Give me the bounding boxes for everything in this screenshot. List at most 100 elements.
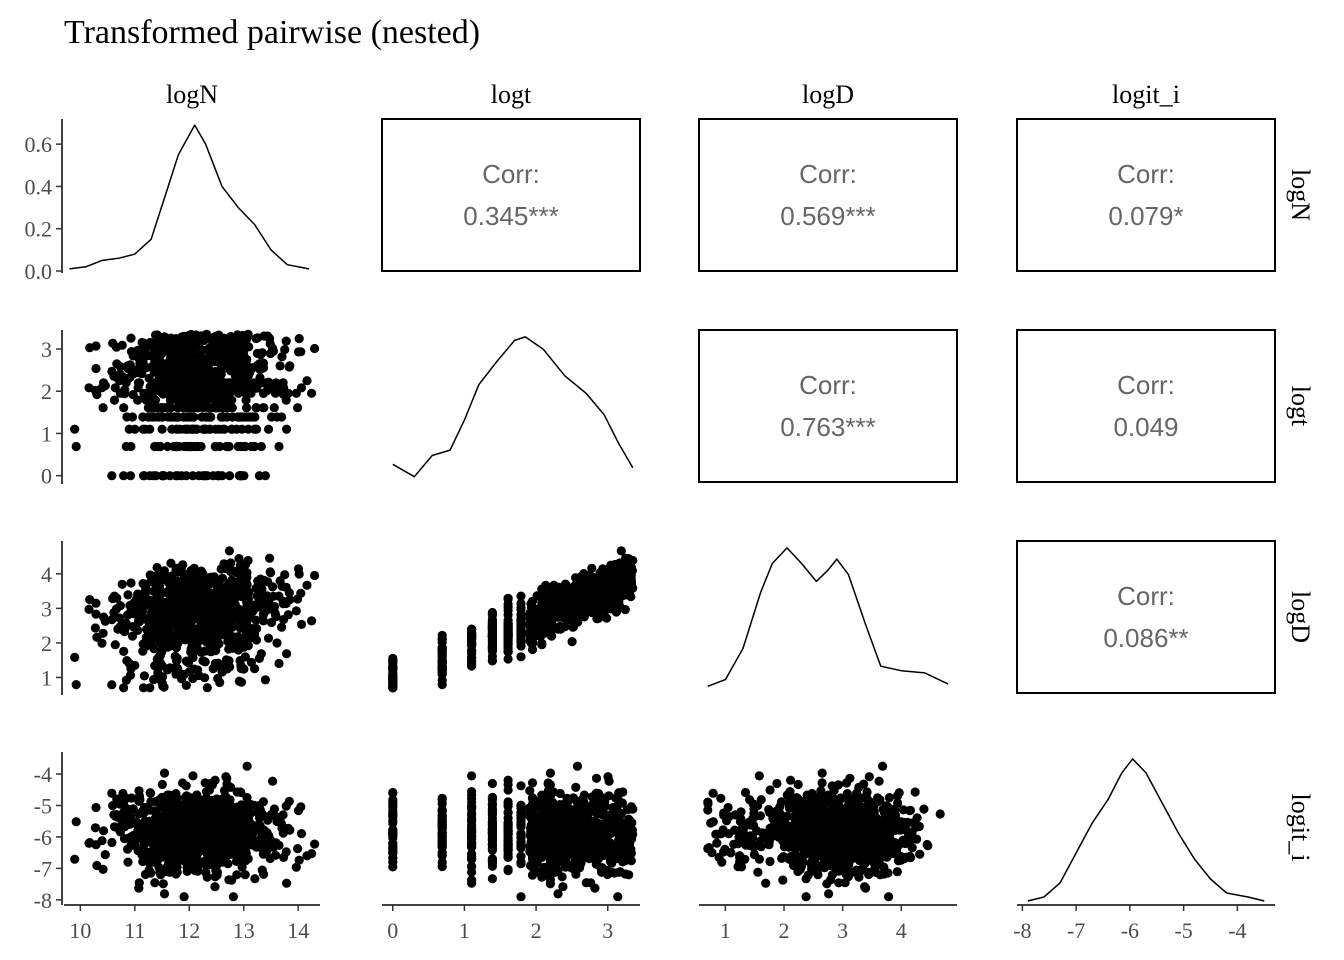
- scatter-point: [527, 799, 538, 809]
- scatter-point: [576, 859, 586, 869]
- scatter-point: [171, 656, 182, 666]
- scatter-point: [133, 383, 143, 393]
- scatter-point: [194, 341, 204, 351]
- scatter-point: [250, 441, 260, 452]
- scatter-point: [274, 658, 284, 669]
- scatter-point: [165, 596, 175, 606]
- scatter-point: [935, 809, 945, 819]
- scatter-point: [185, 813, 195, 823]
- scatter-point: [611, 793, 621, 803]
- scatter-point: [107, 788, 117, 798]
- scatter-point: [242, 793, 252, 803]
- corr-label: Corr:: [799, 370, 857, 400]
- scatter-point: [154, 796, 164, 807]
- scatter-point: [537, 591, 547, 601]
- scatter-point: [171, 823, 181, 833]
- scatter-point: [138, 579, 148, 589]
- scatter-point: [545, 807, 556, 817]
- scatter-point: [180, 600, 190, 610]
- scatter-point: [158, 681, 168, 691]
- scatter-point: [215, 441, 225, 452]
- scatter-point: [107, 471, 117, 481]
- scatter-point: [293, 844, 303, 854]
- scatter-point: [216, 412, 226, 422]
- scatter-point: [253, 333, 263, 343]
- scatter-point: [516, 828, 526, 839]
- corr-value: 0.079*: [1108, 201, 1183, 231]
- scatter-point: [503, 647, 513, 657]
- column-strip-logD: logD: [802, 80, 854, 109]
- scatter-point: [115, 601, 125, 611]
- scatter-point: [146, 390, 156, 400]
- scatter-point: [571, 814, 581, 824]
- scatter-point: [557, 849, 568, 859]
- scatter-point: [140, 424, 150, 434]
- scatter-point: [185, 621, 195, 632]
- scatter-point: [251, 403, 261, 413]
- scatter-point: [245, 600, 255, 610]
- scatter-point: [155, 441, 165, 452]
- scatter-point: [100, 850, 110, 860]
- scatter-point: [166, 395, 176, 405]
- scatter-point: [71, 441, 81, 452]
- scatter-point: [109, 395, 120, 405]
- scatter-point: [307, 388, 317, 398]
- scatter-point: [556, 818, 566, 828]
- scatter-point: [138, 856, 148, 867]
- scatter-point: [503, 813, 513, 823]
- scatter-point: [624, 870, 634, 880]
- panel-logD-logit_i: Corr:0.086**: [1016, 540, 1276, 694]
- scatter-point: [107, 615, 117, 625]
- scatter-point: [119, 471, 129, 481]
- scatter-point: [140, 869, 150, 880]
- scatter-point: [128, 831, 138, 841]
- scatter-point: [202, 359, 212, 369]
- scatter-point: [487, 792, 497, 803]
- scatter-point: [206, 627, 216, 637]
- scatter-point: [277, 622, 287, 632]
- scatter-point: [388, 788, 398, 798]
- scatter-point: [250, 874, 260, 884]
- scatter-point: [218, 586, 228, 596]
- scatter-point: [222, 833, 232, 843]
- scatter-point: [553, 612, 563, 622]
- scatter-point: [186, 647, 196, 657]
- scatter-point: [165, 348, 175, 358]
- scatter-point: [178, 383, 188, 393]
- scatter-point: [296, 619, 307, 630]
- scatter-point: [567, 637, 577, 647]
- scatter-point: [234, 569, 244, 579]
- scatter-point: [250, 629, 260, 639]
- scatter-point: [192, 624, 202, 634]
- scatter-point: [282, 649, 292, 659]
- scatter-point: [208, 471, 218, 481]
- scatter-point: [527, 833, 538, 843]
- scatter-point: [191, 589, 201, 599]
- scatter-point: [184, 667, 194, 677]
- scatter-point: [163, 665, 173, 675]
- scatter-point: [150, 340, 161, 350]
- scatter-point: [245, 367, 255, 377]
- scatter-point: [160, 833, 170, 843]
- scatter-point: [193, 866, 203, 876]
- scatter-point: [173, 403, 183, 413]
- scatter-point: [171, 412, 181, 422]
- scatter-point: [202, 683, 212, 693]
- scatter-point: [84, 383, 94, 393]
- scatter-point: [919, 804, 929, 814]
- scatter-point: [293, 403, 303, 413]
- scatter-point: [487, 827, 497, 837]
- scatter-point: [503, 602, 513, 612]
- scatter-point: [158, 471, 168, 481]
- scatter-point: [163, 441, 173, 452]
- scatter-point: [92, 860, 102, 871]
- scatter-point: [545, 819, 556, 829]
- scatter-point: [212, 368, 222, 378]
- scatter-point: [123, 590, 133, 600]
- scatter-point: [545, 629, 556, 639]
- scatter-point: [281, 336, 291, 346]
- scatter-point: [166, 360, 176, 370]
- scatter-point: [263, 633, 274, 643]
- scatter-point: [437, 793, 447, 803]
- scatter-point: [169, 383, 180, 393]
